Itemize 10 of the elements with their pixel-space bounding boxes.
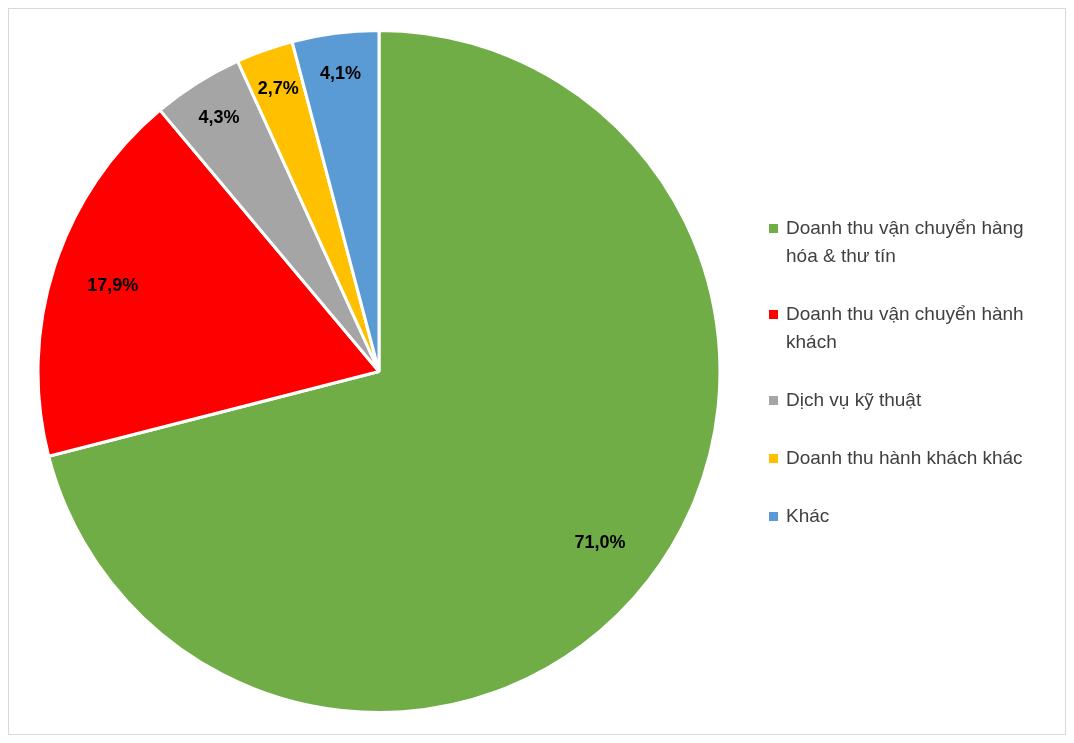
data-label: 2,7% <box>257 77 299 98</box>
legend-label: Khác <box>786 503 830 528</box>
data-label: 4,1% <box>319 62 361 83</box>
legend-label: Dịch vụ kỹ thuật <box>786 387 922 412</box>
legend-label: Doanh thu hành khách khác <box>786 445 1023 470</box>
data-label: 71,0% <box>574 531 626 552</box>
data-label: 17,9% <box>87 274 139 295</box>
legend-label: Doanh thu vận chuyển hàng hóa & thư tín <box>786 215 1025 268</box>
data-label: 4,3% <box>198 106 240 127</box>
legend-label: Doanh thu vận chuyển hành khách <box>786 301 1025 354</box>
